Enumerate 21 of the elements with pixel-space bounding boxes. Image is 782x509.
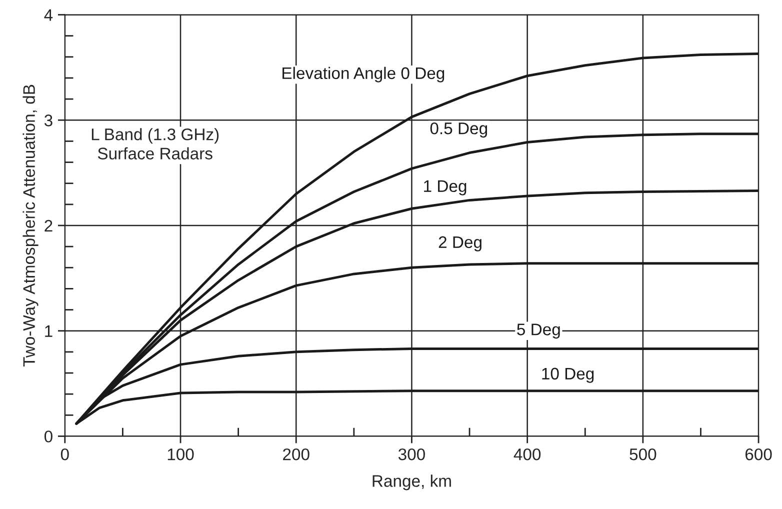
- series-label: 2 Deg: [438, 236, 482, 252]
- y-tick-label: 3: [44, 114, 52, 126]
- x-tick-label: 0: [60, 448, 69, 460]
- x-axis-title: Range, km: [372, 474, 451, 490]
- series-label: 1 Deg: [424, 180, 466, 196]
- x-tick-label: 600: [745, 448, 772, 460]
- y-tick-label: 1: [45, 325, 52, 337]
- y-tick-label: 4: [44, 9, 53, 21]
- y-tick-label: 2: [44, 220, 52, 232]
- x-tick-label: 400: [514, 448, 541, 460]
- y-axis-title: Two-Way Atmospheric Attenuation, dB: [22, 84, 38, 367]
- series-label: 10 Deg: [542, 368, 594, 383]
- x-tick-label: 300: [398, 448, 425, 460]
- series-label: 0.5 Deg: [430, 122, 488, 138]
- x-tick-label: 100: [168, 448, 194, 460]
- annotation: L Band (1.3 GHz) Surface Radars: [92, 128, 219, 160]
- x-tick-label: 500: [630, 448, 656, 460]
- series-label: 5 Deg: [517, 324, 560, 339]
- x-tick-label: 200: [283, 448, 310, 460]
- series-label: Elevation Angle 0 Deg: [282, 66, 444, 82]
- y-tick-label: 0: [44, 430, 52, 442]
